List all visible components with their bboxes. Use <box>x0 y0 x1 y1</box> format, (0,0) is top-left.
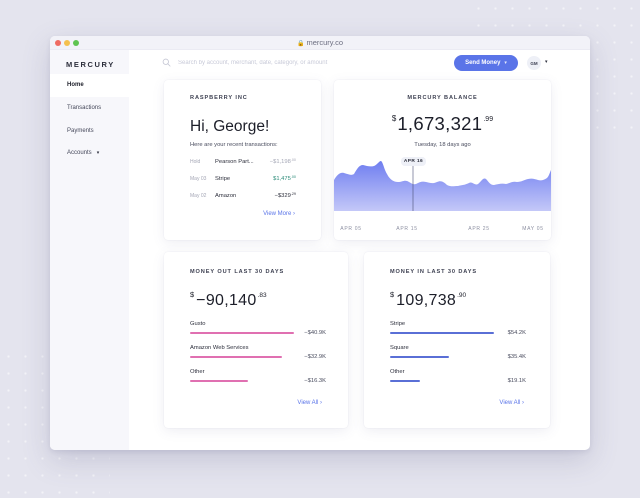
row-label: Gusto <box>190 321 206 327</box>
transaction-row[interactable]: May 02 Amazon −$329.29 <box>190 192 296 199</box>
sidebar-item-accounts[interactable]: Accounts ▾ <box>50 142 129 165</box>
chart-tooltip: APR 16 <box>401 157 426 166</box>
top-bar: Send Money▾ GM ▾ <box>129 50 590 78</box>
row-value: −$16.3K <box>304 377 326 384</box>
transaction-date: May 02 <box>190 193 207 199</box>
transaction-name: Stripe <box>215 176 231 182</box>
money-out-row[interactable]: Gusto −$40.9K <box>190 321 326 341</box>
send-money-label: Send Money <box>465 60 501 66</box>
money-out-row[interactable]: Amazon Web Services −$32.9K <box>190 345 326 365</box>
browser-window: 🔒 mercury.co MERCURY Home Transactions Pa… <box>50 36 590 450</box>
sidebar-item-transactions[interactable]: Transactions <box>50 97 129 120</box>
address-bar[interactable]: 🔒 mercury.co <box>50 38 590 47</box>
caret-down-icon: ▾ <box>96 150 100 157</box>
balance-date: Tuesday, 18 days ago <box>414 142 471 148</box>
x-axis-label: APR 25 <box>468 226 490 232</box>
balance-label: MERCURY BALANCE <box>407 95 478 101</box>
transaction-date: May 03 <box>190 176 207 182</box>
money-out-row[interactable]: Other −$16.3K <box>190 369 326 389</box>
transaction-row[interactable]: Hold Pearson Part... −$1,198.00 <box>190 158 296 165</box>
browser-titlebar: 🔒 mercury.co <box>50 36 590 50</box>
money-in-row[interactable]: Other $19.1K <box>390 369 526 389</box>
balance-card: MERCURY BALANCE $1,673,321.99 Tuesday, 1… <box>334 80 551 240</box>
sidebar-item-label: Payments <box>67 127 94 134</box>
transaction-date: Hold <box>190 159 201 165</box>
search-input[interactable] <box>178 57 418 69</box>
sidebar: MERCURY Home Transactions Payments Accou… <box>50 50 129 450</box>
balance-area-chart[interactable] <box>334 155 551 221</box>
search-icon <box>162 58 171 67</box>
row-value: −$40.9K <box>304 329 326 336</box>
close-window-button[interactable] <box>55 40 61 46</box>
row-label: Amazon Web Services <box>190 345 249 351</box>
transaction-name: Pearson Part... <box>215 159 254 165</box>
company-name: RASPBERRY INC <box>190 95 248 101</box>
row-value: $35.4K <box>507 353 526 360</box>
money-in-row[interactable]: Stripe $54.2K <box>390 321 526 341</box>
send-money-button[interactable]: Send Money ▾ <box>454 55 518 71</box>
sidebar-item-label: Home <box>67 82 84 89</box>
row-value: $54.2K <box>507 329 526 336</box>
window-controls <box>55 40 79 46</box>
sidebar-nav: Home Transactions Payments Accounts ▾ <box>50 74 129 165</box>
row-label: Square <box>390 345 409 351</box>
zoom-window-button[interactable] <box>73 40 79 46</box>
x-axis-label: APR 15 <box>396 226 418 232</box>
bar-fill <box>390 356 450 359</box>
transaction-amount: −$329.29 <box>274 192 296 199</box>
bar-fill <box>390 332 494 335</box>
bar-fill <box>190 356 282 359</box>
money-in-amount: $109,738.90 <box>390 290 467 309</box>
welcome-card: RASPBERRY INC Hi, George! Here are your … <box>164 80 321 240</box>
bar-fill <box>390 380 421 383</box>
money-out-label: MONEY OUT LAST 30 DAYS <box>190 269 285 275</box>
chevron-down-icon: ▾ <box>504 60 507 66</box>
transaction-amount: −$1,198.00 <box>269 158 296 165</box>
sidebar-item-label: Transactions <box>67 105 102 112</box>
row-value: $19.1K <box>507 377 526 384</box>
x-axis-label: APR 05 <box>340 226 362 232</box>
sidebar-item-label: Accounts <box>67 150 92 157</box>
row-label: Stripe <box>390 321 406 327</box>
x-axis-label: MAY 05 <box>522 226 544 232</box>
brand-logo[interactable]: MERCURY <box>66 60 115 69</box>
url-text: mercury.co <box>306 38 344 47</box>
recent-transactions-caption: Here are your recent transactions: <box>190 142 278 148</box>
avatar[interactable]: GM <box>527 56 541 70</box>
chart-x-axis: APR 05 APR 15 APR 25 MAY 05 <box>334 226 551 234</box>
view-all-money-in-link[interactable]: View All › <box>499 400 524 406</box>
transaction-row[interactable]: May 03 Stripe $1,475.00 <box>190 175 296 182</box>
balance-amount: $1,673,321.99 <box>391 113 494 134</box>
bar-fill <box>190 332 294 335</box>
account-menu-caret-icon[interactable]: ▾ <box>545 59 548 65</box>
transaction-amount: $1,475.00 <box>273 175 296 182</box>
money-out-amount: $ −90,140.83 <box>190 290 267 309</box>
row-label: Other <box>390 369 405 375</box>
money-in-label: MONEY IN LAST 30 DAYS <box>390 269 477 275</box>
money-out-card: MONEY OUT LAST 30 DAYS $ −90,140.83 Gusto… <box>164 252 348 428</box>
bar-fill <box>190 380 249 383</box>
row-label: Other <box>190 369 205 375</box>
greeting-heading: Hi, George! <box>190 118 270 135</box>
transaction-name: Amazon <box>215 193 237 199</box>
sidebar-item-home[interactable]: Home <box>50 74 129 97</box>
lock-icon: 🔒 <box>296 41 305 47</box>
money-in-row[interactable]: Square $35.4K <box>390 345 526 365</box>
sidebar-item-payments[interactable]: Payments <box>50 119 129 142</box>
row-value: −$32.9K <box>304 353 326 360</box>
view-all-money-out-link[interactable]: View All › <box>297 400 322 406</box>
money-in-card: MONEY IN LAST 30 DAYS $109,738.90 Stripe… <box>364 252 550 428</box>
view-more-link[interactable]: View More › <box>263 211 295 217</box>
minimize-window-button[interactable] <box>64 40 70 46</box>
